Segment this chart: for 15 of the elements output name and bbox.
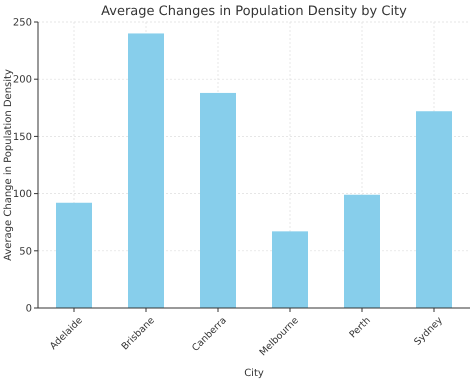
y-tick-label: 250 <box>12 18 32 28</box>
bar <box>344 194 380 308</box>
y-tick-label: 0 <box>26 304 32 314</box>
y-tick-label: 50 <box>19 246 32 258</box>
x-axis-title: City <box>244 368 264 379</box>
y-axis-title: Average Change in Population Density <box>3 69 14 261</box>
y-tick-label: 200 <box>12 74 32 86</box>
bar <box>416 111 452 308</box>
chart-title: Average Changes in Population Density by City <box>101 4 408 19</box>
bar <box>56 202 92 308</box>
y-tick-label: 150 <box>12 132 32 143</box>
y-tick-label: 100 <box>12 189 32 200</box>
bar <box>272 231 308 308</box>
bar <box>200 92 236 308</box>
bar <box>128 33 164 308</box>
